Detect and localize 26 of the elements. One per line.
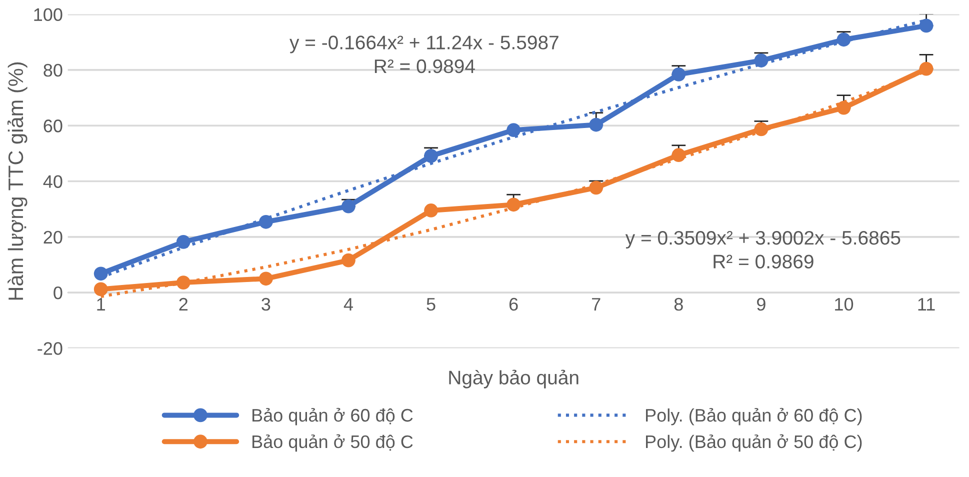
legend-label: Poly. (Bảo quản ở 60 độ C): [646, 408, 862, 426]
legend-label: Bảo quản ở 50 độ C: [252, 434, 413, 452]
x-tick-label: 11: [918, 298, 935, 311]
x-tick-label: 4: [344, 298, 353, 311]
x-tick-label: 7: [592, 298, 600, 311]
x-tick-label: 10: [835, 298, 854, 311]
x-tick-label: 9: [757, 298, 766, 311]
x-tick-label: 2: [179, 298, 188, 311]
x-tick-label: 6: [509, 298, 518, 311]
x-axis-title: Ngày bảo quản: [449, 370, 578, 388]
x-tick-label: 8: [674, 298, 683, 311]
y-axis-title: Hàm lượng TTC giảm (%): [7, 62, 28, 300]
annotation: y = -0.1664x² + 11.24x - 5.5987 R² = 0.9894: [290, 36, 558, 74]
annotation: y = 0.3509x² + 3.9002x - 5.6865 R² = 0.9869: [625, 230, 900, 268]
x-tick-label: 1: [97, 298, 105, 311]
y-tick-label: 20: [44, 230, 62, 244]
y-tick-label: 60: [44, 120, 62, 132]
legend-label: Bảo quản ở 60 độ C: [252, 408, 413, 426]
y-tick-label: 0: [54, 286, 62, 300]
x-tick-label: 5: [426, 298, 436, 311]
y-tick-label: -20: [38, 342, 62, 355]
y-tick-label: 100: [34, 8, 62, 22]
x-tick-label: 3: [262, 298, 270, 311]
legend-label: Poly. (Bảo quản ở 50 độ C): [646, 434, 862, 452]
y-tick-label: 40: [43, 175, 62, 188]
y-tick-label: 80: [44, 64, 62, 77]
